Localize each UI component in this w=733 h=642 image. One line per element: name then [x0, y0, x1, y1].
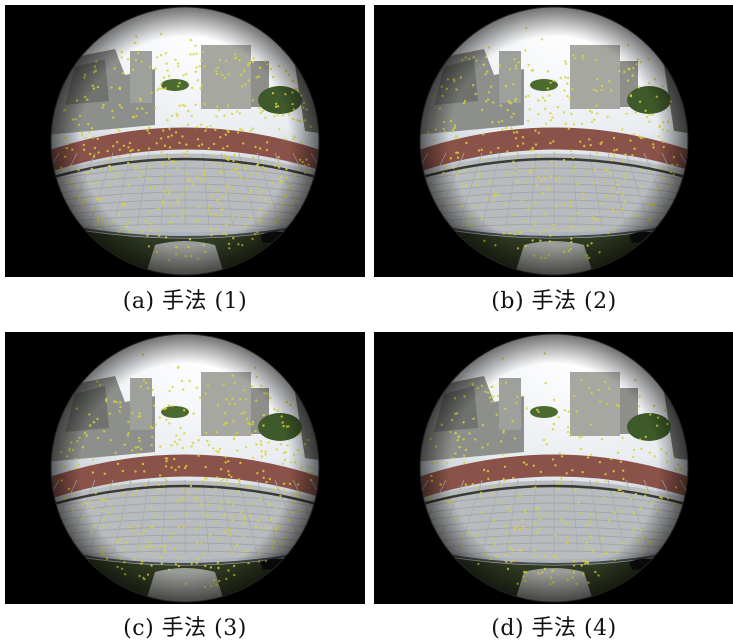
fisheye-image-c — [5, 332, 365, 604]
panel-c: (c) 手法 (3) — [5, 332, 365, 642]
fisheye-image-a — [5, 5, 365, 277]
panel-b: (b) 手法 (2) — [374, 5, 733, 315]
fisheye-image-d — [374, 332, 733, 604]
caption-a: (a) 手法 (1) — [122, 289, 248, 314]
panel-a: (a) 手法 (1) — [5, 5, 365, 315]
panel-d: (d) 手法 (4) — [374, 332, 733, 642]
fisheye-image-b — [374, 5, 733, 277]
caption-b: (b) 手法 (2) — [491, 289, 617, 314]
caption-d: (d) 手法 (4) — [491, 616, 617, 641]
caption-c: (c) 手法 (3) — [123, 616, 247, 641]
